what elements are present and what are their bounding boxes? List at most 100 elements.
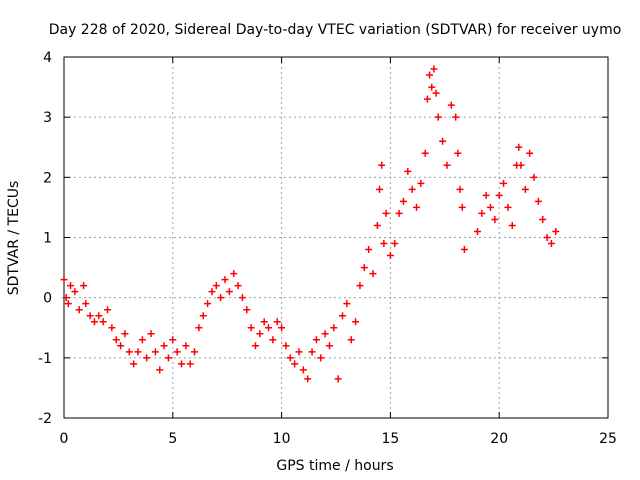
data-point bbox=[143, 354, 151, 362]
data-point bbox=[352, 318, 360, 326]
data-point bbox=[208, 288, 216, 296]
data-point bbox=[234, 282, 242, 290]
x-tick-label: 5 bbox=[168, 431, 177, 447]
data-points bbox=[60, 65, 560, 383]
x-tick-label: 25 bbox=[599, 431, 617, 447]
data-point bbox=[330, 324, 338, 332]
data-point bbox=[386, 252, 394, 260]
data-point bbox=[75, 306, 83, 314]
x-tick-label: 20 bbox=[490, 431, 508, 447]
data-point bbox=[243, 306, 251, 314]
data-point bbox=[391, 240, 399, 248]
data-point bbox=[160, 342, 168, 350]
data-point bbox=[90, 318, 98, 326]
data-point bbox=[295, 348, 303, 356]
data-point bbox=[534, 197, 542, 205]
data-point bbox=[347, 336, 355, 344]
data-point bbox=[321, 330, 329, 338]
data-point bbox=[312, 336, 320, 344]
data-point bbox=[112, 336, 120, 344]
data-point bbox=[334, 375, 342, 383]
data-point bbox=[199, 312, 207, 320]
data-point bbox=[130, 360, 138, 368]
data-point bbox=[269, 336, 277, 344]
data-point bbox=[356, 282, 364, 290]
data-point bbox=[378, 161, 386, 169]
data-point bbox=[286, 354, 294, 362]
data-point bbox=[134, 348, 142, 356]
data-point bbox=[552, 227, 560, 235]
data-point bbox=[458, 203, 466, 211]
data-point bbox=[452, 113, 460, 121]
data-point bbox=[486, 203, 494, 211]
data-point bbox=[95, 312, 103, 320]
data-point bbox=[71, 288, 79, 296]
data-point bbox=[365, 246, 373, 254]
data-point bbox=[164, 354, 172, 362]
data-point bbox=[482, 191, 490, 199]
data-point bbox=[191, 348, 199, 356]
data-point bbox=[273, 318, 281, 326]
data-point bbox=[428, 83, 436, 91]
data-point bbox=[99, 318, 107, 326]
data-point bbox=[204, 300, 212, 308]
data-point bbox=[325, 342, 333, 350]
data-point bbox=[186, 360, 194, 368]
data-point bbox=[260, 318, 268, 326]
data-point bbox=[212, 282, 220, 290]
data-point bbox=[500, 179, 508, 187]
x-tick-label: 15 bbox=[381, 431, 399, 447]
data-point bbox=[376, 185, 384, 193]
data-point bbox=[221, 276, 229, 284]
data-point bbox=[282, 342, 290, 350]
data-point bbox=[539, 215, 547, 223]
data-point bbox=[251, 342, 259, 350]
data-point bbox=[382, 209, 390, 217]
data-point bbox=[138, 336, 146, 344]
data-point bbox=[515, 143, 523, 151]
data-point bbox=[430, 65, 438, 73]
data-point bbox=[526, 149, 534, 157]
data-point bbox=[426, 71, 434, 79]
data-point bbox=[125, 348, 133, 356]
data-point bbox=[317, 354, 325, 362]
data-point bbox=[225, 288, 233, 296]
data-point bbox=[256, 330, 264, 338]
data-point bbox=[339, 312, 347, 320]
tick-labels: 0 5 10 15 20 25 -2 -1 0 1 2 3 4 bbox=[38, 50, 617, 447]
data-point bbox=[86, 312, 94, 320]
data-point bbox=[230, 270, 238, 278]
data-point bbox=[380, 240, 388, 248]
x-tick-label: 0 bbox=[60, 431, 69, 447]
x-tick-label: 10 bbox=[273, 431, 291, 447]
chart-title: Day 228 of 2020, Sidereal Day-to-day VTE… bbox=[49, 22, 622, 38]
data-point bbox=[247, 324, 255, 332]
data-point bbox=[439, 137, 447, 145]
data-point bbox=[413, 203, 421, 211]
data-point bbox=[156, 366, 164, 374]
data-point bbox=[299, 366, 307, 374]
data-point bbox=[517, 161, 525, 169]
data-point bbox=[121, 330, 129, 338]
y-tick-label: 0 bbox=[43, 291, 52, 307]
y-tick-label: -1 bbox=[38, 351, 52, 367]
data-point bbox=[64, 300, 72, 308]
y-tick-label: 1 bbox=[43, 231, 52, 247]
data-point bbox=[147, 330, 155, 338]
data-point bbox=[454, 149, 462, 157]
data-point bbox=[478, 209, 486, 217]
data-point bbox=[173, 348, 181, 356]
y-axis-label: SDTVAR / TECUs bbox=[6, 181, 22, 296]
data-point bbox=[62, 294, 70, 302]
data-point bbox=[178, 360, 186, 368]
data-point bbox=[278, 324, 286, 332]
data-point bbox=[399, 197, 407, 205]
ticks bbox=[63, 56, 609, 419]
data-point bbox=[291, 360, 299, 368]
data-point bbox=[195, 324, 203, 332]
data-point bbox=[80, 282, 88, 290]
data-point bbox=[547, 240, 555, 248]
data-point bbox=[434, 113, 442, 121]
y-tick-label: 4 bbox=[43, 50, 52, 66]
